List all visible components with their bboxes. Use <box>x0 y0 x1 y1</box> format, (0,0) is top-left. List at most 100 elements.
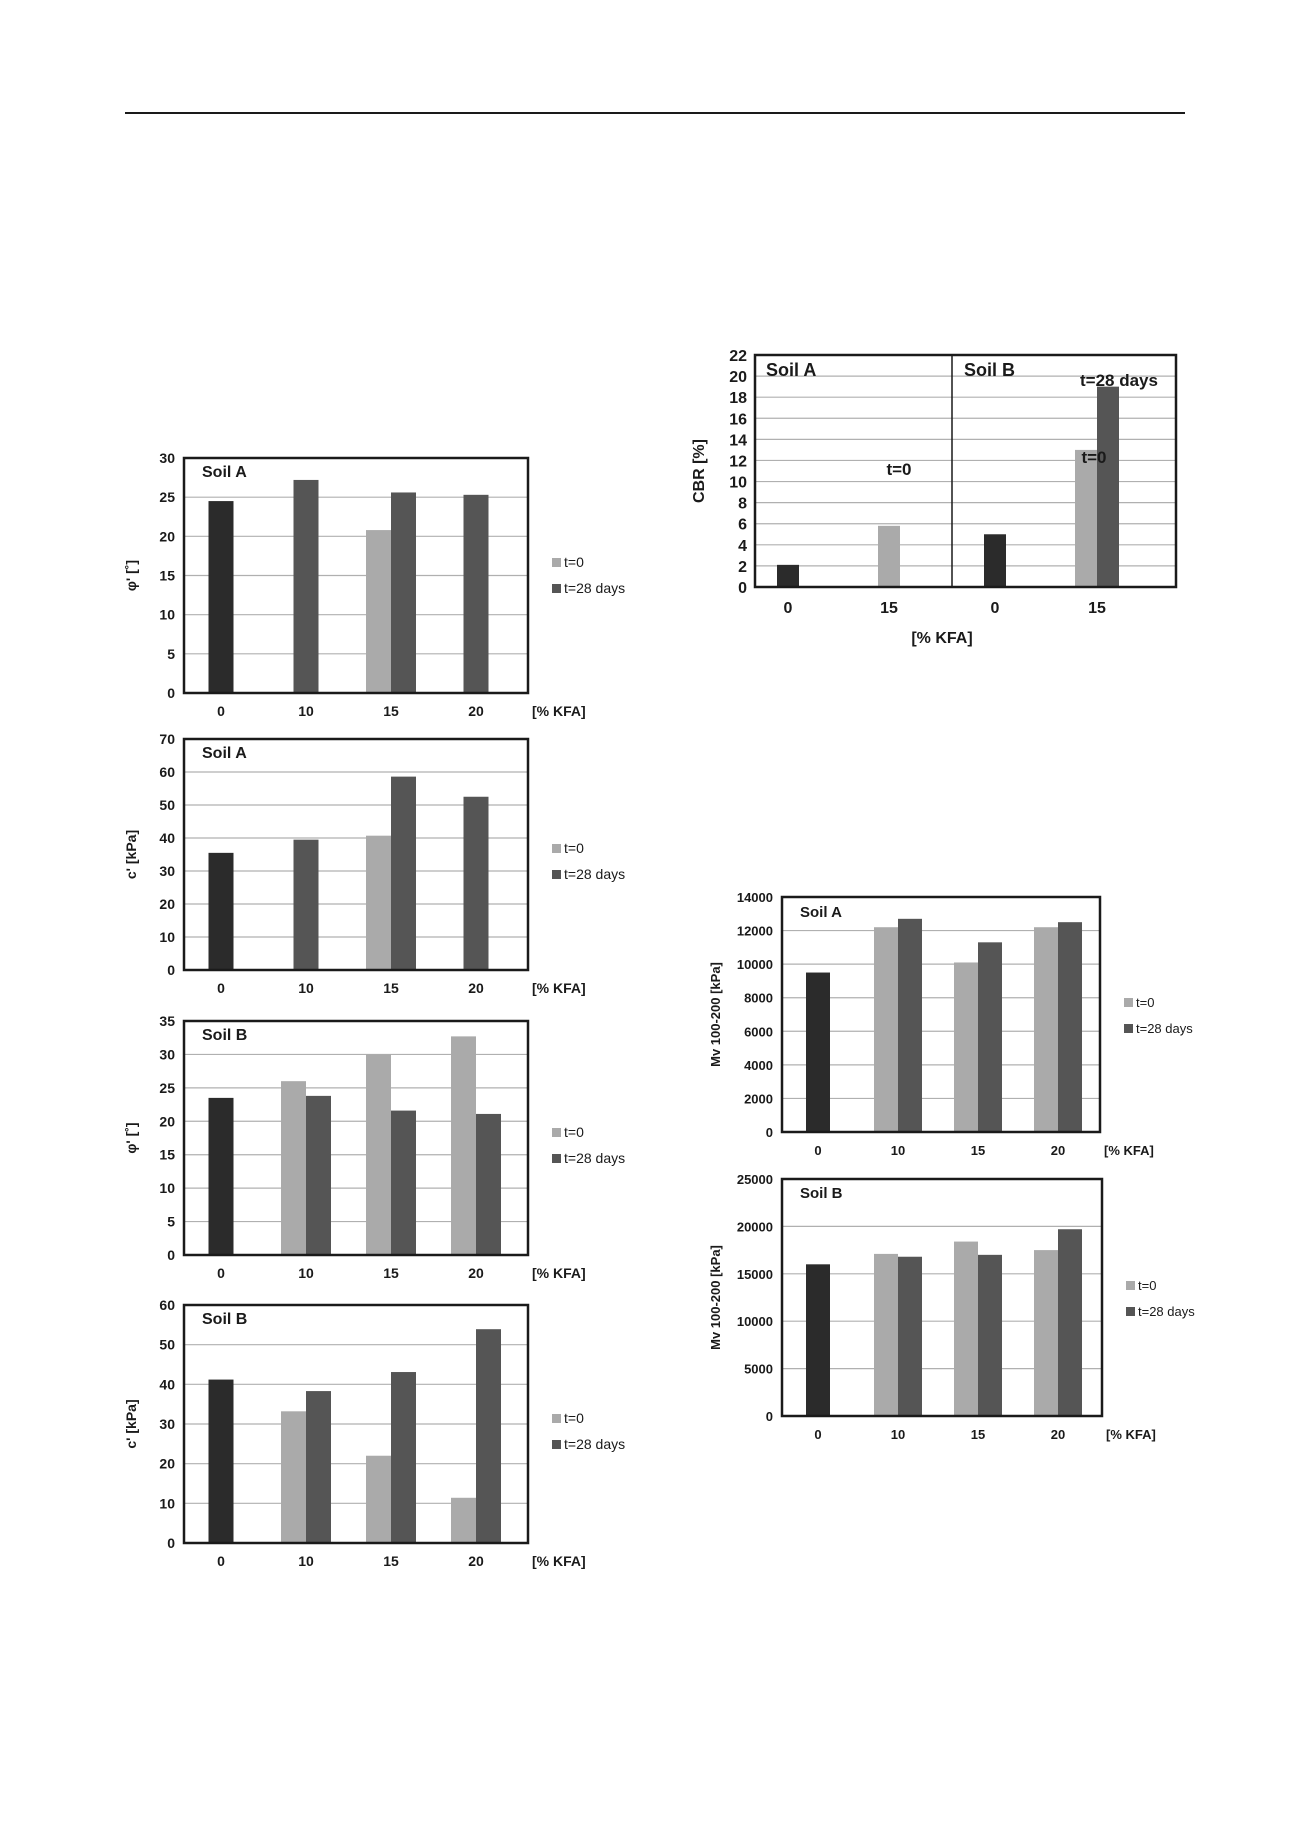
cbr-chart: 0 2 4 6 8 10 12 14 16 18 20 22 0 15 0 15 [% KFA] CBR [%] S… <box>691 348 1178 647</box>
legend-swatch <box>552 584 561 593</box>
legend-label: t=28 days <box>564 580 625 596</box>
panel-label: Soil B <box>800 1185 843 1202</box>
bar-t28 <box>978 942 1002 1132</box>
legend-swatch <box>1124 1024 1133 1033</box>
x-tick-label: 15 <box>1088 600 1106 617</box>
x-tick-label: 20 <box>1051 1427 1065 1442</box>
annotation-label: t=0 <box>1081 448 1106 467</box>
y-axis-label: Mv 100-200 [kPa] <box>708 962 723 1067</box>
bar-t28 <box>391 1372 416 1543</box>
y-tick-label: 0 <box>766 1409 773 1424</box>
y-tick-label: 15000 <box>737 1267 773 1282</box>
y-tick-label: 10 <box>159 1180 175 1196</box>
y-tick-label: 50 <box>159 1337 175 1353</box>
bar-t28 <box>1058 1229 1082 1416</box>
bar-t28 <box>476 1329 501 1543</box>
bar-t0 <box>281 1411 306 1543</box>
bar-t0 <box>984 534 1006 587</box>
y-tick-label: 16 <box>729 411 747 428</box>
panel-label: Soil B <box>964 360 1015 380</box>
legend-label: t=28 days <box>564 1150 625 1166</box>
bar-t28 <box>1097 386 1119 587</box>
y-tick-label: 10 <box>159 1495 175 1511</box>
x-tick-label: 0 <box>991 600 1000 617</box>
bar-t0 <box>208 852 234 970</box>
y-tick-label: 0 <box>167 962 175 978</box>
x-tick-label: 20 <box>468 1265 484 1281</box>
modulus-soil-a-chart: 0 2000 4000 6000 8000 10000 12000 14000 0 10 15 20 [… <box>708 890 1193 1158</box>
legend-label: t=0 <box>564 840 584 856</box>
y-axis-label: c' [kPa] <box>123 1399 139 1448</box>
x-tick-label: 15 <box>383 980 399 996</box>
y-tick-label: 40 <box>159 830 175 846</box>
bar-t0 <box>366 530 391 693</box>
y-tick-label: 8 <box>738 496 747 513</box>
legend-label: t=0 <box>1136 995 1154 1010</box>
modulus-soil-b-chart: 0 5000 10000 15000 20000 25000 0 10 15 20 [% KFA] M… <box>708 1172 1195 1442</box>
x-tick-label: 10 <box>298 980 314 996</box>
legend-label: t=0 <box>564 1410 584 1426</box>
bar-t0 <box>366 835 391 970</box>
y-tick-label: 10000 <box>737 957 773 972</box>
bar-t0 <box>1034 927 1058 1132</box>
y-tick-label: 8000 <box>744 991 773 1006</box>
y-axis-label: Mv 100-200 [kPa] <box>708 1245 723 1350</box>
x-tick-label: 20 <box>468 980 484 996</box>
y-tick-label: 70 <box>159 731 175 747</box>
panel-label: Soil A <box>202 745 247 762</box>
legend-swatch <box>552 1440 561 1449</box>
bar-t0 <box>366 1054 391 1255</box>
y-tick-label: 4000 <box>744 1058 773 1073</box>
legend-label: t=28 days <box>1136 1021 1193 1036</box>
x-tick-label: 10 <box>891 1427 905 1442</box>
y-tick-label: 10 <box>159 929 175 945</box>
y-tick-label: 18 <box>729 390 747 407</box>
bar-t28 <box>306 1391 331 1543</box>
y-tick-label: 30 <box>159 1046 175 1062</box>
legend-label: t=0 <box>564 1124 584 1140</box>
y-tick-label: 30 <box>159 450 175 466</box>
x-tick-label: 0 <box>217 703 225 719</box>
y-tick-label: 0 <box>167 1247 175 1263</box>
x-tick-label: 10 <box>891 1143 905 1158</box>
x-tick-label: 15 <box>383 1553 399 1569</box>
bar-t0 <box>806 1264 830 1416</box>
y-tick-label: 20 <box>159 896 175 912</box>
x-axis-label: [% KFA] <box>532 1265 586 1281</box>
plot-frame <box>753 353 1178 589</box>
bar-t28 <box>391 1110 416 1255</box>
x-axis-label: [% KFA] <box>1106 1427 1156 1442</box>
bar-t28 <box>306 1095 331 1255</box>
legend-swatch <box>552 558 561 567</box>
y-tick-label: 14 <box>729 432 747 449</box>
cohesion-soil-a-chart: 0 10 20 30 40 50 60 70 0 10 15 20 [% KFA] c' [kPa] Soi… <box>123 731 625 996</box>
bar-t0 <box>777 564 799 587</box>
bar-t0 <box>954 962 978 1132</box>
legend-swatch <box>552 1414 561 1423</box>
bar-t28 <box>463 796 489 970</box>
legend-label: t=0 <box>564 554 584 570</box>
plot-frame <box>182 1303 530 1545</box>
y-tick-label: 6000 <box>744 1024 773 1039</box>
bar-t0 <box>451 1497 476 1543</box>
y-tick-label: 5 <box>167 1214 175 1230</box>
y-tick-label: 20000 <box>737 1219 773 1234</box>
bar-t28 <box>898 1256 922 1416</box>
y-tick-label: 12000 <box>737 924 773 939</box>
y-tick-label: 5000 <box>744 1362 773 1377</box>
legend-swatch <box>552 1128 561 1137</box>
x-axis-label: [% KFA] <box>532 1553 586 1569</box>
bar-t28 <box>391 776 416 970</box>
x-axis-label: [% KFA] <box>532 703 586 719</box>
bar-t0 <box>281 1081 306 1255</box>
y-tick-label: 30 <box>159 1416 175 1432</box>
y-tick-label: 14000 <box>737 890 773 905</box>
annotation-label: t=28 days <box>1080 371 1158 390</box>
bar-t28 <box>391 492 416 693</box>
bar-t28 <box>978 1254 1002 1416</box>
panel-label: Soil B <box>202 1027 247 1044</box>
x-tick-label: 15 <box>383 1265 399 1281</box>
y-tick-label: 60 <box>159 1297 175 1313</box>
bar-t0 <box>806 972 830 1132</box>
friction-angle-soil-b-chart: 0 5 10 15 20 25 30 35 0 10 15 20 [% KFA] φ' [˚] Soil B… <box>123 1013 625 1281</box>
